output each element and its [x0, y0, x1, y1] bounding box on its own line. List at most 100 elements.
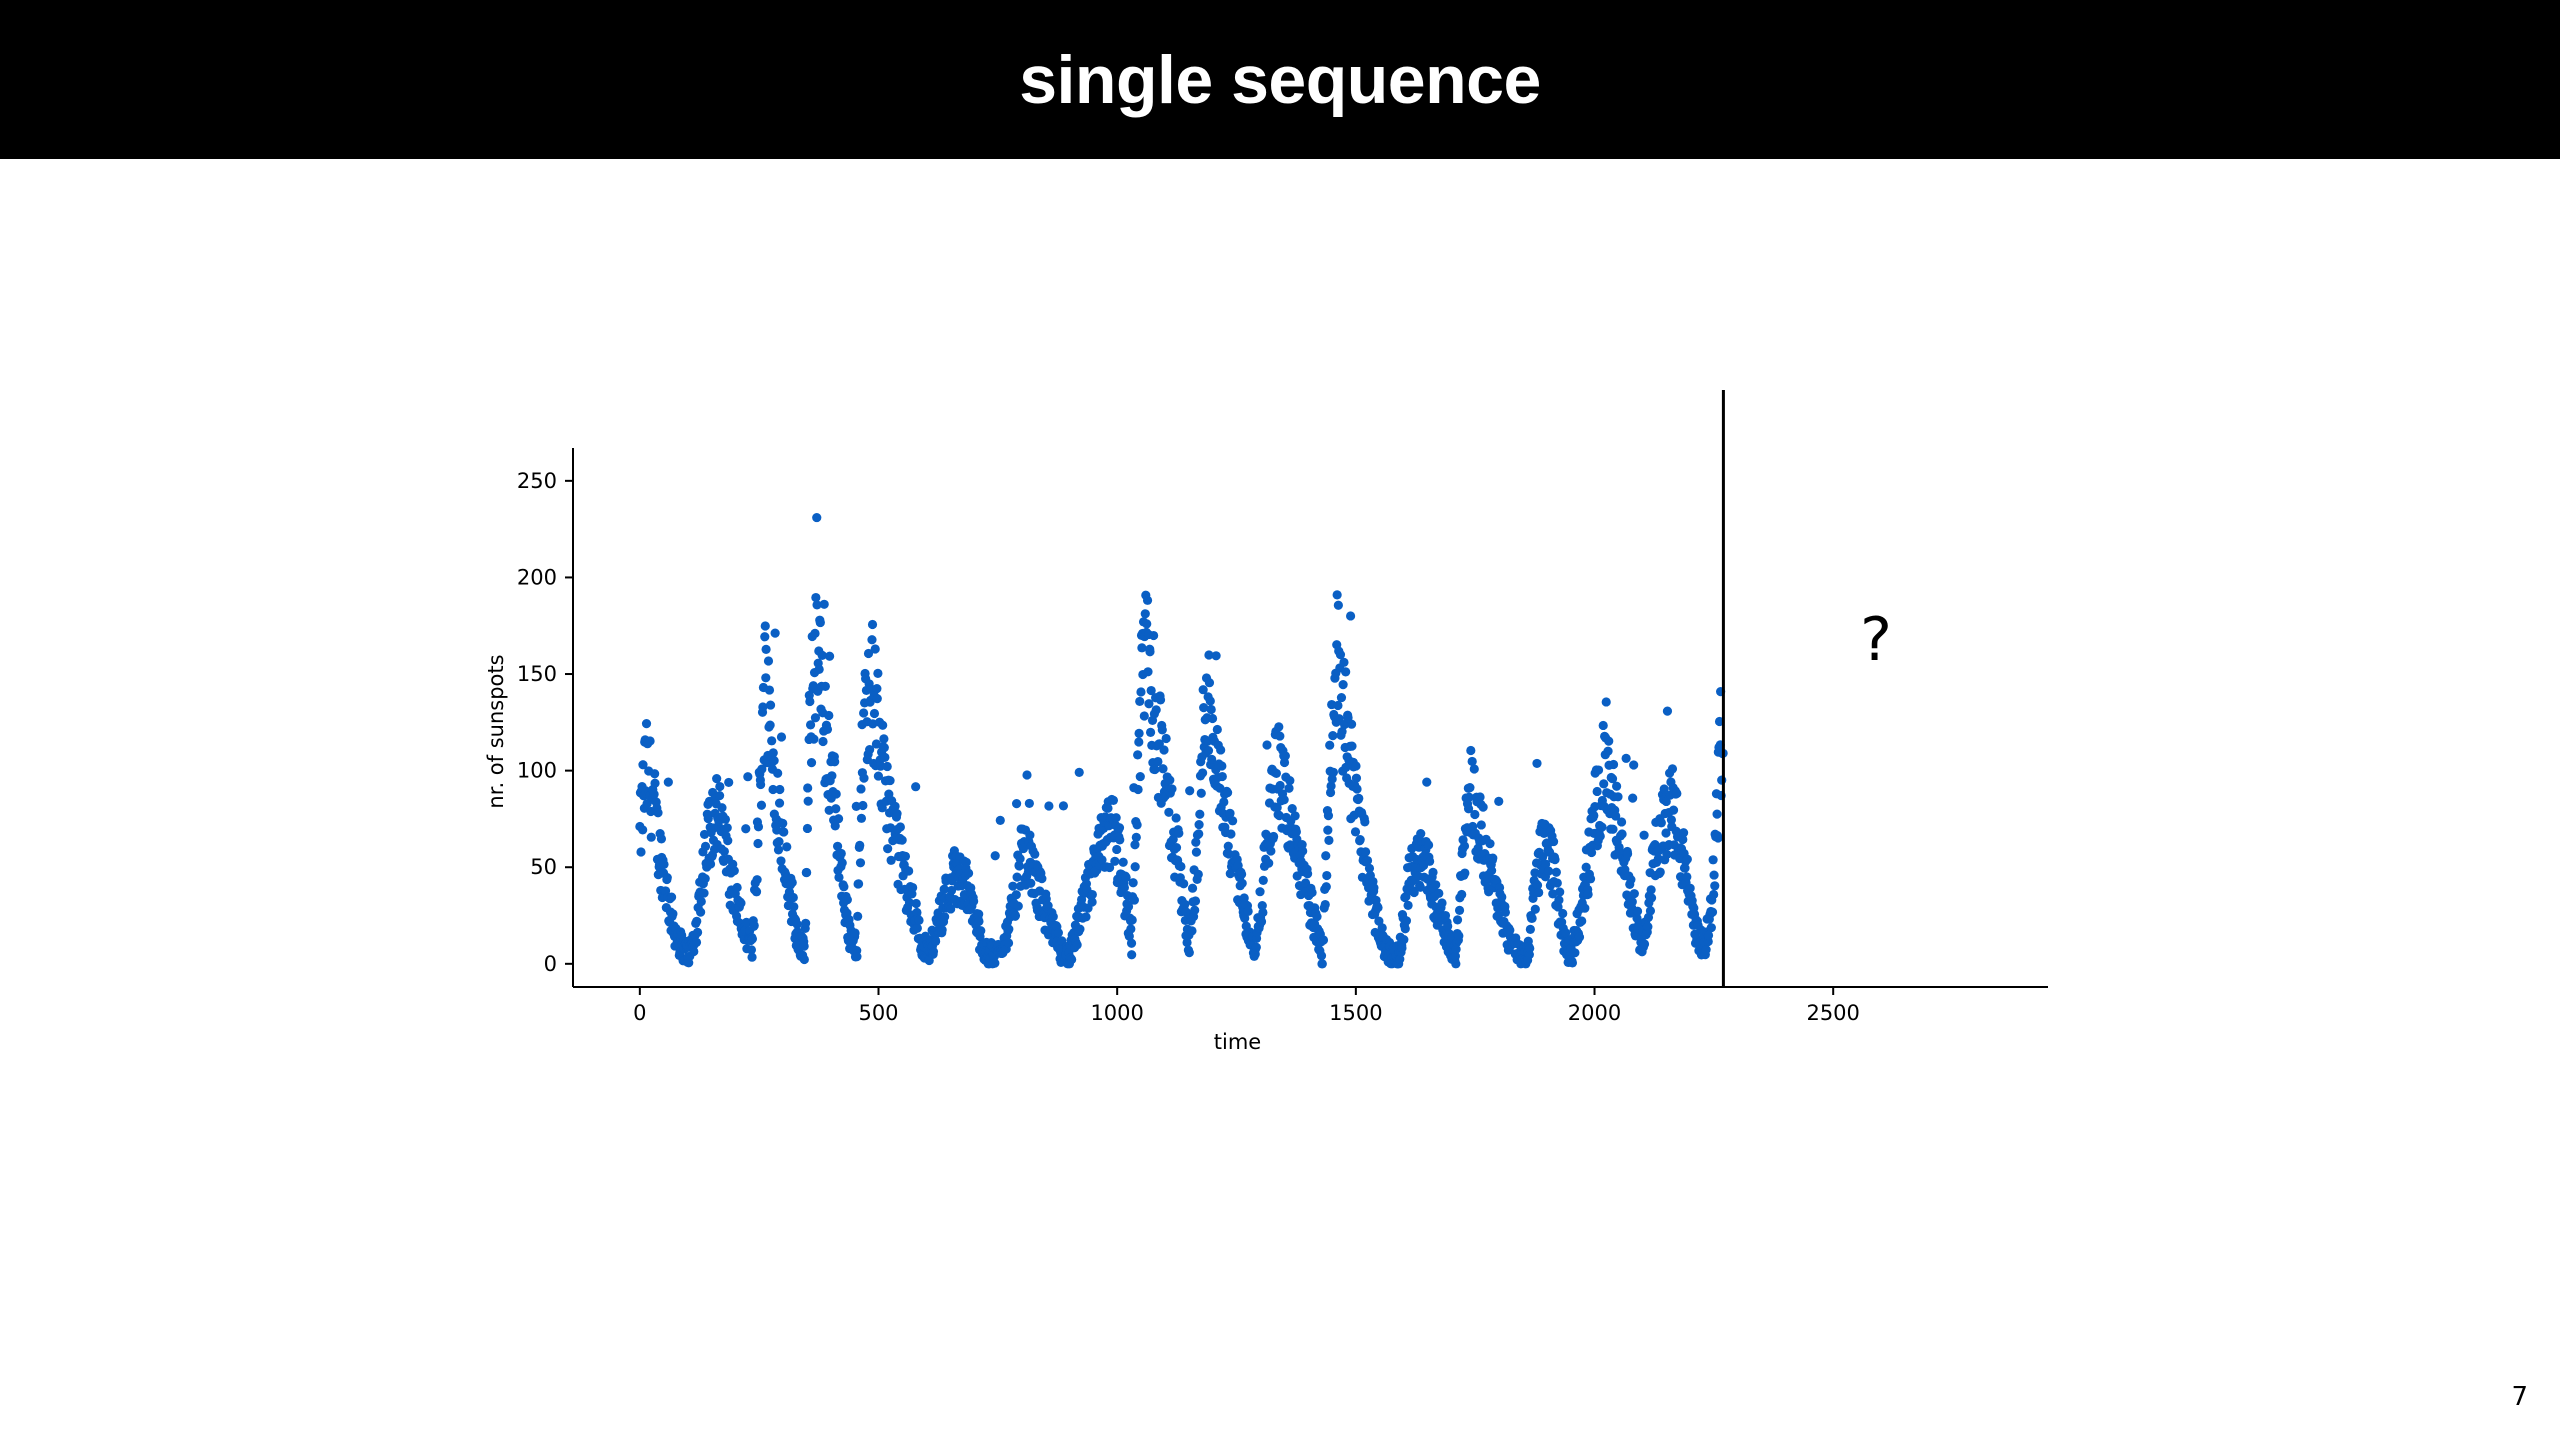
data-point [764, 685, 775, 695]
data-point [1171, 813, 1181, 823]
data-point [636, 847, 646, 857]
data-point [1580, 903, 1590, 913]
data-point [1662, 706, 1673, 716]
data-point [1552, 878, 1562, 888]
data-point [1204, 650, 1214, 660]
data-point [867, 635, 877, 645]
data-point [1135, 771, 1145, 782]
data-point [1532, 758, 1542, 769]
data-point [827, 771, 837, 781]
data-point [758, 702, 768, 712]
data-point [869, 708, 880, 719]
data-point [904, 866, 914, 876]
data-point [1206, 704, 1216, 715]
data-point [1198, 685, 1208, 695]
data-point [1271, 768, 1281, 779]
data-point [722, 823, 732, 833]
data-point [714, 790, 725, 801]
data-point [1037, 874, 1047, 884]
data-point [1067, 954, 1077, 965]
data-point [1332, 590, 1342, 600]
data-point [1207, 713, 1218, 724]
data-point [696, 896, 706, 907]
data-point [802, 823, 813, 834]
data-point [747, 952, 757, 962]
data-point [873, 668, 883, 678]
data-point [1339, 657, 1349, 667]
data-point [749, 920, 759, 931]
data-point [1131, 832, 1141, 842]
data-point [1280, 751, 1290, 761]
data-point [1709, 889, 1719, 900]
data-point [819, 599, 829, 609]
data-point [1611, 811, 1621, 821]
data-point [1500, 907, 1510, 917]
data-point [852, 952, 862, 962]
data-point [700, 874, 710, 884]
data-point [1320, 899, 1330, 910]
data-point [1140, 609, 1150, 619]
data-point [751, 887, 762, 897]
data-point [1187, 883, 1198, 893]
data-point [1216, 745, 1226, 755]
data-point [1225, 808, 1235, 818]
data-point [963, 868, 974, 878]
data-point [1123, 901, 1134, 912]
data-point [761, 673, 771, 683]
data-point [1434, 888, 1444, 898]
data-point [1714, 716, 1725, 727]
data-point [1463, 804, 1474, 814]
data-point [1207, 754, 1217, 764]
data-point [1139, 711, 1149, 721]
data-point [1451, 959, 1461, 969]
data-point [1717, 775, 1727, 785]
data-point [1132, 820, 1142, 830]
data-point [1347, 741, 1357, 751]
data-point [832, 841, 843, 851]
x-tick-label: 500 [858, 1001, 898, 1025]
data-point [1194, 819, 1204, 830]
data-point [720, 814, 730, 824]
data-point [1146, 685, 1156, 696]
data-point [1191, 847, 1202, 857]
data-point [1550, 854, 1560, 865]
data-point [1211, 651, 1221, 661]
data-point [1333, 700, 1343, 711]
data-point [1022, 770, 1032, 780]
data-point [1199, 703, 1209, 713]
data-point [1145, 647, 1155, 657]
data-point [1416, 828, 1426, 839]
data-point [1476, 820, 1486, 830]
data-point [1701, 945, 1711, 955]
data-point [831, 804, 841, 814]
data-point [1074, 767, 1084, 777]
data-point [1185, 786, 1195, 796]
data-point [1087, 897, 1097, 907]
data-point [773, 845, 784, 855]
data-point [1604, 736, 1614, 746]
data-point [836, 848, 846, 859]
data-point [1030, 849, 1040, 859]
data-point [1145, 727, 1156, 737]
data-point [1087, 889, 1097, 900]
data-point [1134, 737, 1144, 747]
data-point [1672, 788, 1682, 799]
data-point [1194, 829, 1204, 839]
data-point [1466, 745, 1476, 756]
data-point [787, 877, 797, 888]
data-point [880, 752, 890, 762]
data-point [805, 720, 816, 730]
data-point [801, 918, 811, 928]
data-point [855, 840, 865, 850]
data-point [1142, 619, 1152, 629]
data-point [1505, 925, 1515, 935]
data-point [1558, 908, 1568, 919]
data-point [1112, 844, 1122, 855]
data-point [882, 761, 892, 772]
data-point [1324, 835, 1334, 845]
data-point [1243, 906, 1253, 916]
data-point [1204, 678, 1215, 688]
data-point [1592, 786, 1602, 797]
data-point [1044, 801, 1054, 811]
